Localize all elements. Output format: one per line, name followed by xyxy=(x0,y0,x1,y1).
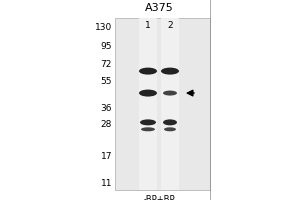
Ellipse shape xyxy=(163,91,177,96)
Text: 130: 130 xyxy=(95,23,112,32)
Ellipse shape xyxy=(139,68,157,75)
Text: 36: 36 xyxy=(100,104,112,113)
Text: 72: 72 xyxy=(100,60,112,69)
Text: 95: 95 xyxy=(100,42,112,51)
Ellipse shape xyxy=(139,90,157,97)
Ellipse shape xyxy=(140,119,156,125)
Text: A375: A375 xyxy=(145,3,173,13)
Text: 55: 55 xyxy=(100,77,112,86)
Ellipse shape xyxy=(141,127,155,131)
Text: -BP+BP: -BP+BP xyxy=(143,195,175,200)
Ellipse shape xyxy=(164,127,176,131)
Text: 1: 1 xyxy=(145,21,151,30)
Ellipse shape xyxy=(161,68,179,75)
Bar xyxy=(161,18,179,190)
Text: 11: 11 xyxy=(100,179,112,188)
Text: 17: 17 xyxy=(100,152,112,161)
Text: 28: 28 xyxy=(100,120,112,129)
Text: 2: 2 xyxy=(167,21,173,30)
Bar xyxy=(139,18,157,190)
Bar xyxy=(115,18,210,190)
Ellipse shape xyxy=(163,119,177,125)
